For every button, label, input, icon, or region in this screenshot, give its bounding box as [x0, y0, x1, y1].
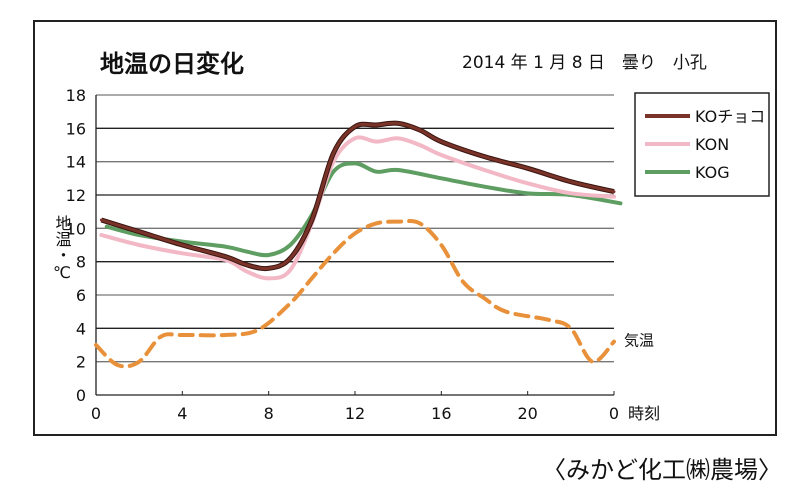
x-tick-label: 20: [517, 404, 537, 423]
x-tick-label: 4: [177, 404, 187, 423]
y-tick-label: 14: [66, 153, 86, 172]
x-tick-label: 0: [91, 404, 101, 423]
x-tick-label: 0: [609, 404, 619, 423]
series-label-air-temp: 気温: [624, 332, 654, 350]
y-tick-label: 2: [76, 353, 86, 372]
legend-label: KON: [695, 135, 729, 154]
x-tick-label: 8: [264, 404, 274, 423]
y-axis-label: 地温・℃: [52, 215, 71, 282]
legend-label: KOチョコ: [695, 107, 765, 126]
chart-subtitle: 2014 年 1 月 8 日 曇り 小孔: [462, 53, 707, 73]
series-line-1: [99, 121, 616, 271]
y-tick-label: 4: [76, 319, 86, 338]
y-tick-label: 6: [76, 286, 86, 305]
chart-footer: 〈みかど化工㈱農場〉: [542, 456, 782, 484]
x-tick-label: 16: [431, 404, 451, 423]
series-line-3: [104, 161, 623, 258]
y-tick-label: 8: [76, 253, 86, 272]
series-line-4: [94, 219, 616, 369]
y-tick-label: 16: [66, 119, 86, 138]
y-tick-label: 12: [66, 186, 86, 205]
x-tick-label: 12: [345, 404, 365, 423]
chart-frame: [33, 20, 777, 436]
x-axis-label: 時刻: [628, 404, 660, 423]
y-tick-label: 18: [66, 86, 86, 105]
y-tick-label: 10: [66, 219, 86, 238]
legend-label: KOG: [695, 163, 730, 182]
chart-title: 地温の日変化: [100, 50, 244, 78]
series-line-2: [99, 135, 616, 281]
y-tick-label: 0: [76, 386, 86, 405]
